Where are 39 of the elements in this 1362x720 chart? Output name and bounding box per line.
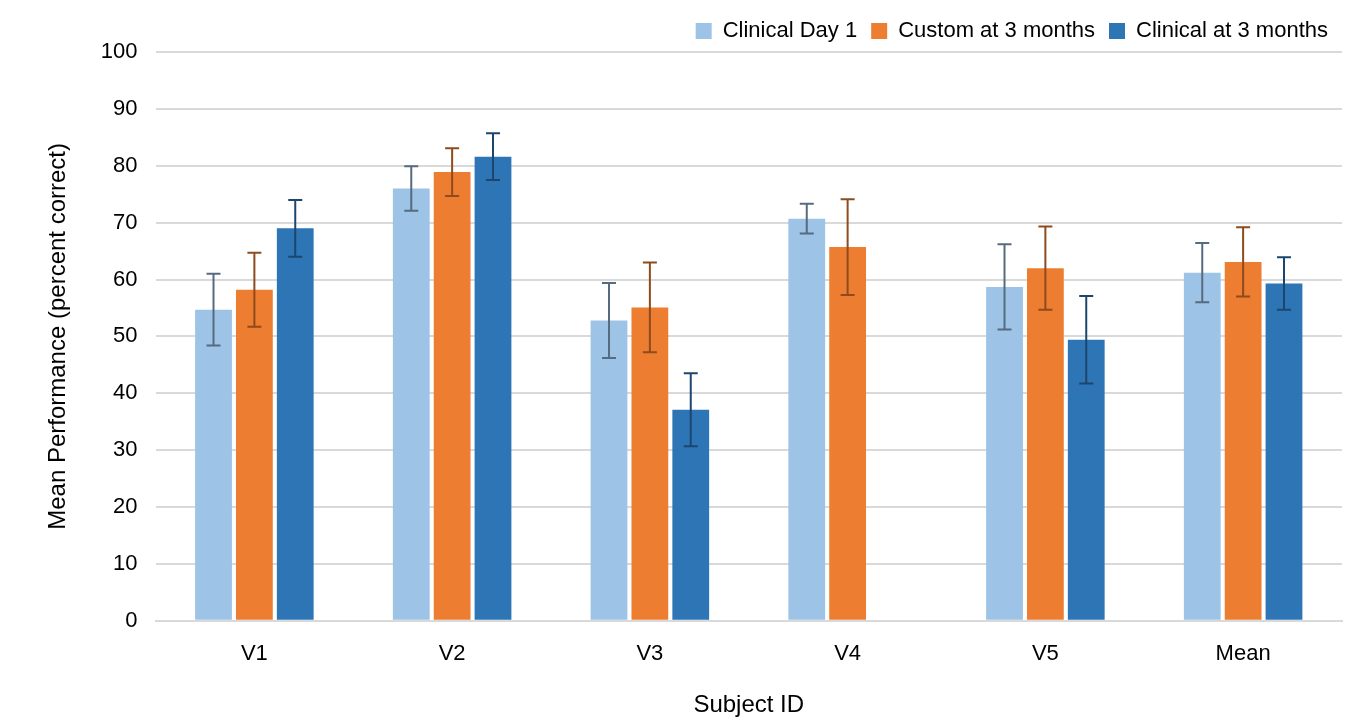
bar [276, 228, 314, 620]
bar [1067, 339, 1105, 620]
bar [235, 289, 273, 620]
x-tick-label: V4 [834, 640, 862, 666]
y-tick-label: 40 [113, 379, 138, 405]
bar [195, 309, 232, 620]
y-tick-label: 50 [113, 322, 138, 348]
y-tick-label: 0 [125, 606, 138, 632]
legend-label: Clinical Day 1 [722, 17, 858, 43]
y-axis-title: Mean Performance (percent correct) [43, 142, 71, 530]
bar [1265, 283, 1303, 620]
bar [1183, 272, 1221, 620]
y-tick-label: 80 [113, 151, 138, 177]
legend-label: Clinical at 3 months [1136, 17, 1329, 43]
y-tick-label: 90 [113, 94, 138, 120]
x-tick-label: V5 [1031, 640, 1059, 666]
bar [590, 320, 628, 620]
x-axis-title: Subject ID [693, 690, 805, 718]
y-tick-label: 30 [113, 436, 138, 462]
x-tick-label: V2 [438, 640, 466, 666]
y-tick-label: 10 [113, 549, 138, 575]
bar [474, 156, 512, 620]
bar [631, 307, 669, 620]
x-tick-label: Mean [1215, 640, 1271, 666]
y-tick-label: 60 [113, 265, 138, 291]
bar [433, 172, 471, 620]
y-tick-label: 100 [100, 38, 138, 64]
bar [986, 286, 1023, 620]
x-tick-label: V3 [636, 640, 664, 666]
bar [829, 247, 867, 620]
bar [392, 188, 430, 620]
bar [1224, 261, 1262, 620]
legend-label: Custom at 3 months [898, 17, 1096, 43]
y-tick-label: 70 [113, 208, 138, 234]
bar [788, 218, 826, 620]
x-tick-label: V1 [240, 640, 268, 666]
y-tick-label: 20 [113, 493, 138, 519]
bar [1026, 268, 1064, 620]
bar [672, 409, 710, 620]
